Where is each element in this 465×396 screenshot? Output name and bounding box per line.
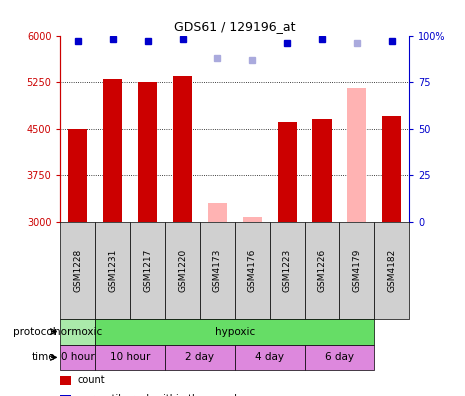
Text: normoxic: normoxic xyxy=(54,327,102,337)
Bar xyxy=(103,79,122,222)
Bar xyxy=(173,76,192,222)
Bar xyxy=(68,129,87,222)
Bar xyxy=(347,88,366,222)
Bar xyxy=(208,203,227,222)
Text: GSM1228: GSM1228 xyxy=(73,249,82,292)
Text: GSM4182: GSM4182 xyxy=(387,249,396,292)
Text: 10 hour: 10 hour xyxy=(110,352,150,362)
Text: GSM4173: GSM4173 xyxy=(213,249,222,292)
Title: GDS61 / 129196_at: GDS61 / 129196_at xyxy=(174,20,296,33)
Text: hypoxic: hypoxic xyxy=(215,327,255,337)
Bar xyxy=(138,82,157,222)
Text: 4 day: 4 day xyxy=(255,352,284,362)
Text: 2 day: 2 day xyxy=(186,352,214,362)
Bar xyxy=(382,116,401,222)
Text: GSM4176: GSM4176 xyxy=(248,249,257,292)
Text: 6 day: 6 day xyxy=(325,352,354,362)
Text: GSM1223: GSM1223 xyxy=(283,249,292,292)
Text: GSM1226: GSM1226 xyxy=(318,249,326,292)
Text: time: time xyxy=(32,352,56,362)
Bar xyxy=(243,217,262,222)
Bar xyxy=(278,122,297,222)
Text: GSM1217: GSM1217 xyxy=(143,249,152,292)
Text: protocol: protocol xyxy=(13,327,56,337)
Text: percentile rank within the sample: percentile rank within the sample xyxy=(78,394,243,396)
Text: GSM1220: GSM1220 xyxy=(178,249,187,292)
Text: 0 hour: 0 hour xyxy=(61,352,95,362)
Text: GSM1231: GSM1231 xyxy=(108,249,117,292)
Text: count: count xyxy=(78,375,105,385)
Bar xyxy=(312,119,332,222)
Text: GSM4179: GSM4179 xyxy=(352,249,361,292)
